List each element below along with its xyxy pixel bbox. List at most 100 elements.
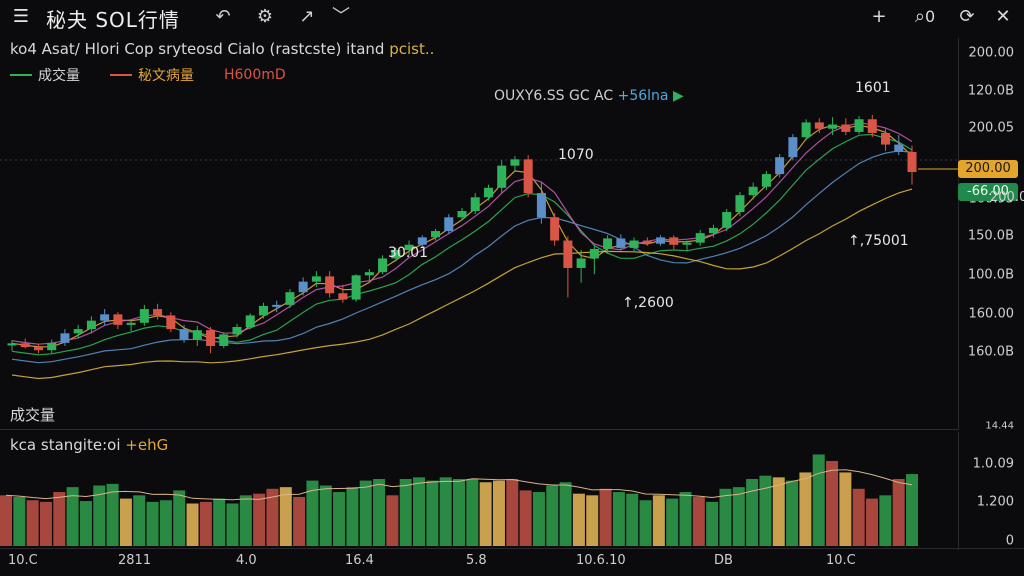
volume-bar [253, 493, 266, 546]
volume-bar [279, 487, 292, 546]
volume-bar [826, 460, 839, 546]
candle-body [854, 119, 864, 132]
candle-body [351, 275, 361, 300]
candle-body [272, 304, 282, 307]
volume-bar [666, 498, 679, 546]
volume-bar [346, 487, 359, 546]
legend-swatch-red [110, 74, 132, 76]
legend-item-label: H600mD [224, 67, 286, 83]
candle-body [483, 187, 493, 198]
volume-bar [306, 480, 319, 546]
candle-body [417, 237, 427, 245]
add-icon[interactable]: + [871, 6, 887, 27]
candle-body [682, 242, 692, 245]
volume-bar [492, 480, 505, 546]
volume-bar [599, 488, 612, 546]
volume-pane-label: 成交量 [10, 406, 56, 424]
candle-body [245, 315, 255, 327]
volume-bar [732, 487, 745, 546]
price-axis[interactable]: 200.00 120.0B 200.05 160.95 150.0B 100.0… [958, 38, 1024, 432]
symbol-info-text: OUXY6.SS GC AC [494, 88, 614, 104]
draw-icon[interactable]: ↗ [299, 6, 315, 27]
volume-bar [13, 496, 26, 546]
candle-body [642, 240, 652, 244]
menu-icon[interactable]: ☰ [12, 6, 30, 27]
price-tick: 150.0B [967, 228, 1014, 244]
volume-bar [586, 495, 599, 546]
ma-line [11, 133, 913, 356]
volume-bar [0, 495, 12, 546]
candle-body [33, 347, 43, 351]
price-tick: 120.0B [967, 83, 1014, 99]
volume-ma-line [5, 469, 913, 501]
back-icon[interactable]: ↶ [215, 6, 231, 27]
candle-body [814, 122, 824, 129]
volume-bar [906, 474, 918, 546]
legend-item-ma[interactable]: 秘文病量 [110, 65, 194, 85]
volume-bar [133, 495, 146, 546]
volume-bar [786, 480, 799, 546]
refresh-icon[interactable]: ⟳ [959, 6, 975, 27]
legend-item-label: 秘文病量 [138, 68, 194, 84]
volume-bar [106, 483, 119, 546]
legend-title-text: ko4 Asat/ Hlori Cop sryteosd Cialo (rast… [10, 40, 385, 58]
volume-bar [79, 501, 92, 546]
price-tick: 100.0B [967, 267, 1014, 283]
time-tick: 10.6.10 [576, 553, 626, 568]
volume-axis[interactable]: 1.0.09 1.200 0 [958, 432, 1024, 550]
volume-bar [239, 495, 252, 546]
volume-bar [293, 496, 306, 546]
settings-icon[interactable]: ⚙ [256, 6, 274, 27]
price-tick: 14.44 [985, 420, 1014, 432]
time-axis[interactable]: 10.C 2811 4.0 16.4 5.8 10.6.10 DB 10.C [0, 548, 1024, 576]
legend-item-h600[interactable]: H600mD [224, 65, 286, 85]
legend-title-highlight: pcist.. [389, 40, 435, 58]
candle-body [73, 329, 83, 334]
volume-bar [612, 492, 625, 546]
time-tick: 5.8 [466, 553, 487, 568]
volume-bar [93, 485, 106, 546]
volume-bar [852, 488, 865, 546]
candle-body [431, 231, 441, 238]
candle-body [139, 309, 149, 323]
candle-body [7, 343, 17, 346]
search-button[interactable]: ⌕0 [905, 4, 945, 30]
candle-body [761, 174, 771, 187]
pane-divider[interactable] [0, 429, 958, 430]
candle-body [722, 212, 732, 228]
candle-body [60, 333, 70, 343]
candle-body [695, 233, 705, 243]
close-icon[interactable]: ✕ [995, 6, 1011, 27]
volume-bar [866, 498, 879, 546]
candle-body [192, 330, 202, 340]
hidden-tick: 200.00 [990, 190, 1024, 205]
chart-legend-title: ko4 Asat/ Hlori Cop sryteosd Cialo (rast… [10, 40, 434, 58]
candle-body [788, 137, 798, 158]
volume-bar [799, 472, 812, 546]
legend-item-volume[interactable]: 成交量 [10, 65, 80, 85]
volume-bar [26, 500, 39, 546]
candle-body [86, 320, 96, 330]
play-icon[interactable]: ▶ [672, 88, 684, 104]
chevron-down-icon[interactable]: ﹀ [332, 6, 350, 27]
candle-body [153, 309, 163, 316]
volume-bar [466, 478, 479, 546]
price-annotation: 1070 [558, 147, 594, 163]
legend-item-label: 成交量 [38, 68, 80, 84]
search-icon: ⌕ [914, 6, 925, 27]
volume-bar [226, 503, 239, 546]
volume-bar [679, 492, 692, 546]
candle-body [748, 186, 758, 196]
volume-bar [639, 500, 652, 546]
volume-bar [519, 490, 532, 546]
volume-bar [692, 496, 705, 546]
candle-body [616, 238, 626, 248]
candle-body [656, 237, 666, 244]
volume-bar [746, 478, 759, 546]
price-tick: 200.00 [968, 45, 1015, 61]
time-tick: 10.C [826, 553, 856, 568]
volume-bar [266, 488, 279, 546]
volume-bar [506, 478, 519, 546]
price-annotation: 1601 [855, 80, 891, 96]
